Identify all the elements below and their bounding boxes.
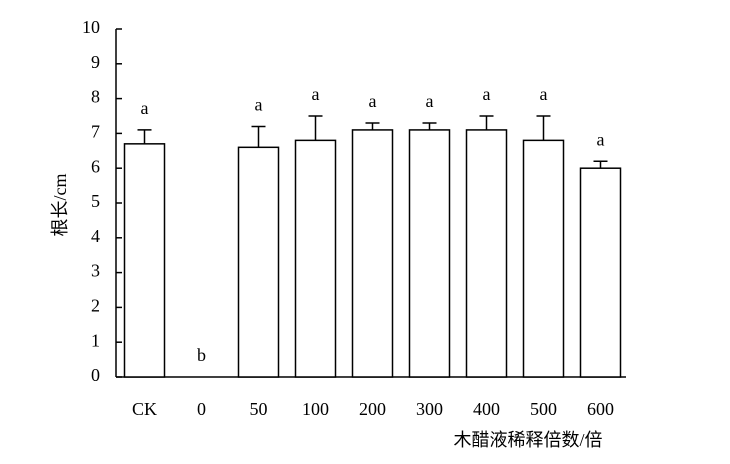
y-tick-label: 8 (91, 87, 100, 107)
bar (123, 143, 166, 378)
y-tick-label: 3 (91, 261, 100, 281)
x-axis-label: 木醋液稀释倍数/倍 (453, 430, 602, 450)
bar (237, 146, 280, 378)
bar (522, 139, 565, 378)
y-tick-label: 5 (91, 191, 100, 211)
error-bar (536, 115, 551, 141)
significance-letter: a (312, 84, 320, 104)
x-tick-label: 100 (302, 399, 329, 419)
y-tick-label: 2 (91, 296, 100, 316)
significance-letter: a (141, 98, 149, 118)
y-tick-label: 1 (91, 330, 100, 350)
significance-letter: a (369, 91, 377, 111)
y-tick-label: 0 (91, 365, 100, 385)
error-bar (251, 125, 266, 148)
y-tick-label: 6 (91, 156, 100, 176)
x-tick-label: 200 (359, 399, 386, 419)
bar (579, 167, 622, 378)
error-bar (137, 129, 152, 144)
significance-letter: a (483, 84, 491, 104)
significance-letter: a (597, 129, 605, 149)
error-bar (422, 122, 437, 130)
bar (294, 139, 337, 378)
y-axis-label: 根长/cm (50, 174, 70, 237)
error-bar (308, 115, 323, 141)
y-tick-label: 9 (91, 52, 100, 72)
x-tick-label: 600 (587, 399, 614, 419)
significance-letter: b (197, 345, 206, 365)
y-tick-label: 7 (91, 122, 100, 142)
error-bar (479, 115, 494, 130)
significance-letter: a (540, 84, 548, 104)
x-tick-label: 300 (416, 399, 443, 419)
x-tick-label: CK (132, 399, 157, 419)
x-tick-label: 0 (197, 399, 206, 419)
bar (465, 129, 508, 378)
y-tick-label: 10 (82, 17, 100, 37)
error-bar (365, 122, 380, 130)
x-tick-label: 500 (530, 399, 557, 419)
x-tick-label: 400 (473, 399, 500, 419)
y-tick-label: 4 (91, 226, 100, 246)
bar (351, 129, 394, 378)
bar (408, 129, 451, 378)
error-bar (593, 160, 608, 169)
significance-letter: a (426, 91, 434, 111)
significance-letter: a (255, 95, 263, 115)
x-tick-label: 50 (250, 399, 268, 419)
